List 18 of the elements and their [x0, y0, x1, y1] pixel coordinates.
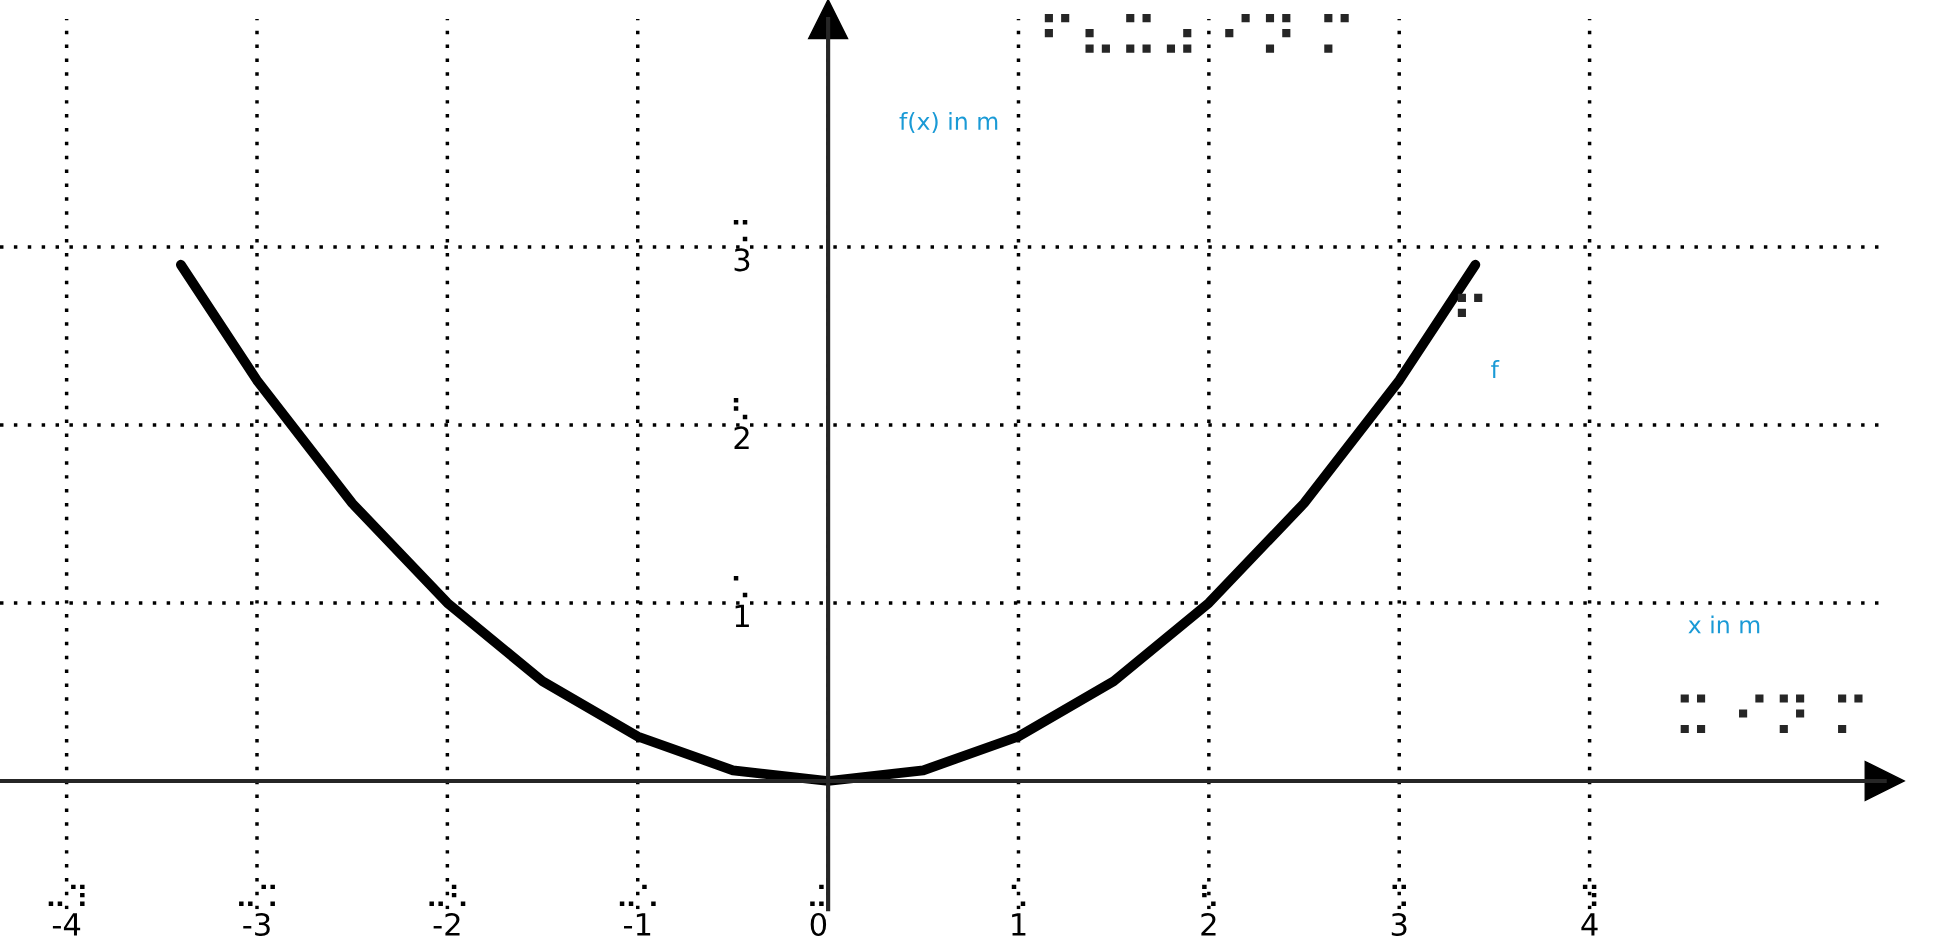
x-tick-label: ⠤⠡ -1: [619, 884, 656, 936]
annotation: ⠋: [1457, 293, 1483, 318]
x-tick-label: ⠩ 3: [1391, 884, 1407, 937]
x-tick-label: ⠡ 1: [1011, 884, 1026, 936]
x-tick-label: ⠤⠹ -4: [48, 884, 85, 936]
chart-title: ⠋⠦⠭⠴ ⠊⠝ ⠍: [1044, 14, 1349, 53]
x-axis-title: x in m: [1688, 615, 1760, 634]
y-tick-label: ⠣ 2: [733, 398, 749, 450]
x-tick-label: ⠬ 0: [810, 884, 827, 937]
x-tick-label: ⠤⠩ -3: [239, 884, 275, 937]
x-tick-label: ⠣ 2: [1201, 884, 1216, 936]
text: f: [1491, 360, 1500, 379]
x-tick-label: ⠤⠣ -2: [429, 884, 466, 936]
y-tick-label: ⠡ 1: [733, 576, 749, 628]
y-axis-title: f(x) in m: [899, 111, 998, 133]
y-tick-label: ⠩ 3: [733, 220, 750, 272]
x-tick-label: ⠹ 4: [1581, 884, 1598, 936]
annotation: ⠭ ⠊⠝ ⠍: [1680, 694, 1863, 734]
